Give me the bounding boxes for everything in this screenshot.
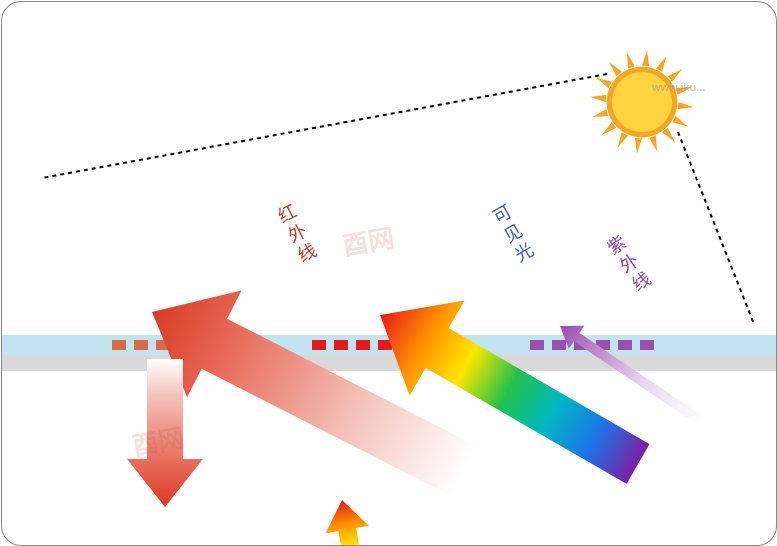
diagram-frame: 红外线 可见光 紫外线 酉网酉网www.iku... <box>1 1 777 546</box>
diagram-svg <box>2 2 777 546</box>
sun-ray-line-2 <box>678 132 754 324</box>
sun-ray-line-1 <box>42 74 607 178</box>
visible-pass-arrow <box>320 496 388 546</box>
sun-icon <box>590 50 693 153</box>
visible-light-arrow <box>353 267 666 511</box>
